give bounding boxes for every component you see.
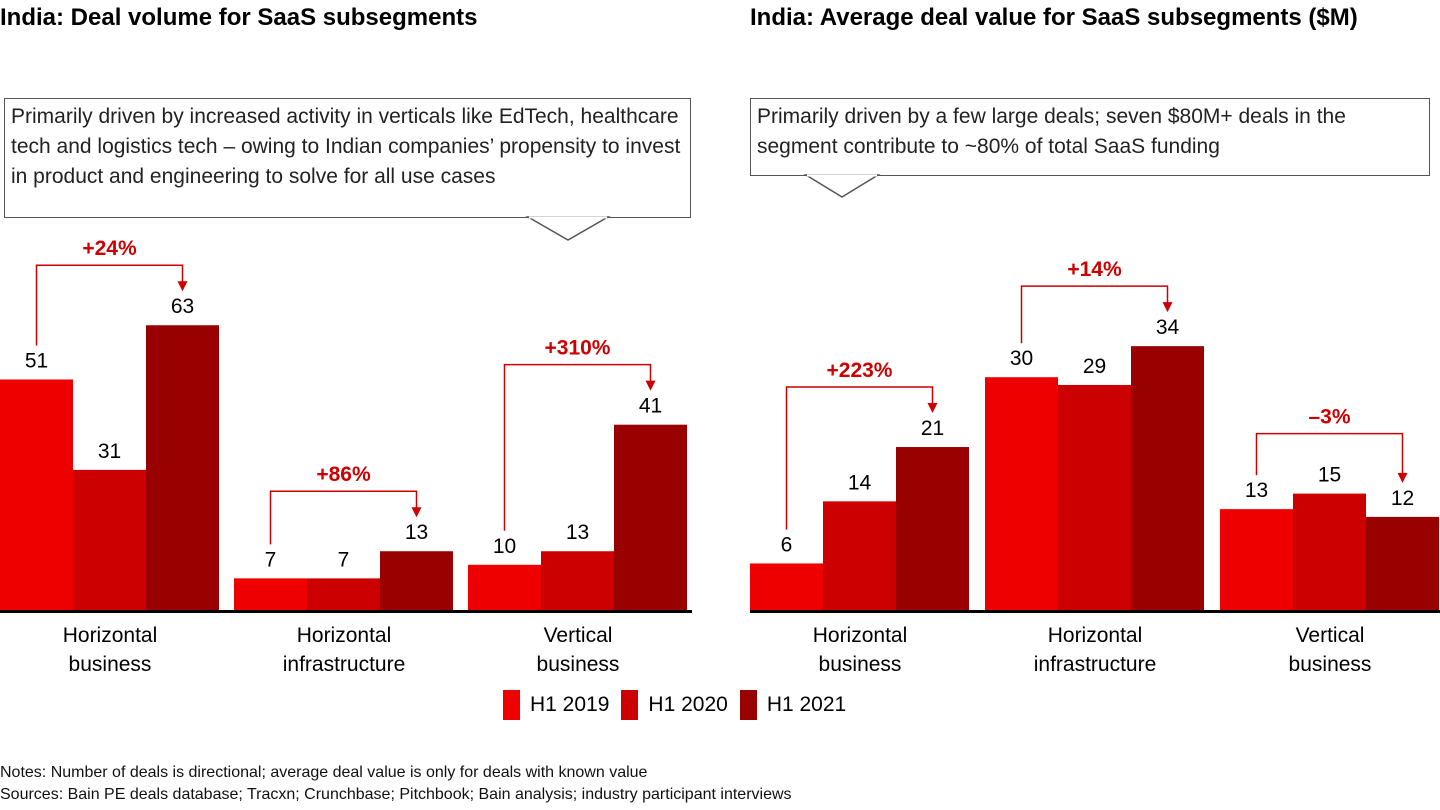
legend-label: H1 2021 <box>766 693 847 716</box>
bar-h1-2021 <box>896 447 969 610</box>
category-label-line: business <box>68 653 152 676</box>
left-callout-pointer <box>525 216 611 241</box>
bar-value-label: 21 <box>921 417 944 440</box>
category-label-line: infrastructure <box>1033 653 1157 676</box>
legend-item: H1 2021 <box>739 690 847 720</box>
arrow-head-icon <box>411 507 422 518</box>
left-callout-box: Primarily driven by increased activity i… <box>4 98 691 218</box>
growth-annotation: +24% <box>82 237 137 260</box>
category-label-line: infrastructure <box>282 653 406 676</box>
left-bar-chart: 51 31 63 +24% 7 7 13 +86% 10 13 41 +310% <box>0 237 692 613</box>
bar-value-label: 51 <box>25 349 48 372</box>
category-label: Vertical business <box>1220 621 1440 679</box>
arrow-head-icon <box>1162 302 1173 313</box>
growth-bracket <box>35 264 184 346</box>
bar-value-label: 13 <box>1245 479 1268 502</box>
category-label-line: business <box>536 653 620 676</box>
bar-value-label: 29 <box>1083 355 1106 378</box>
growth-annotation: +86% <box>316 463 371 486</box>
bar-value-label: 41 <box>639 395 662 418</box>
growth-bracket <box>269 490 418 545</box>
legend-item: H1 2020 <box>621 690 728 720</box>
legend-label: H1 2019 <box>530 693 610 716</box>
bar-h1-2021 <box>380 551 453 610</box>
growth-annotation: –3% <box>1308 406 1350 429</box>
bar-h1-2020 <box>541 551 614 610</box>
bar-value-label: 31 <box>98 440 121 463</box>
category-label: Horizontal business <box>750 621 970 679</box>
bar-value-label: 13 <box>566 521 589 544</box>
right-callout-pointer <box>803 174 881 198</box>
legend-item: H1 2019 <box>503 690 609 720</box>
growth-annotation: +223% <box>827 359 893 382</box>
bar-h1-2020 <box>73 469 146 610</box>
category-label-line: Horizontal <box>62 624 158 647</box>
growth-bracket <box>1020 285 1169 344</box>
growth-bracket <box>1255 432 1404 476</box>
bar-h1-2021 <box>146 325 219 610</box>
bar-h1-2020 <box>307 578 380 610</box>
category-label-line: Vertical <box>1295 624 1365 647</box>
bar-value-label: 7 <box>265 548 277 571</box>
arrow-head-icon <box>1397 472 1408 483</box>
bar-h1-2020 <box>823 501 896 610</box>
bar-h1-2019 <box>0 379 73 610</box>
bar-h1-2021 <box>1366 516 1439 610</box>
growth-annotation: +310% <box>545 337 611 360</box>
bar-h1-2020 <box>1293 493 1366 610</box>
right-chart-title: India: Average deal value for SaaS subse… <box>750 4 1358 31</box>
growth-bracket <box>503 363 652 531</box>
bar-h1-2019 <box>985 377 1058 610</box>
right-callout-box: Primarily driven by a few large deals; s… <box>750 98 1430 176</box>
category-label-line: business <box>818 653 902 676</box>
legend-swatch-h1-2020 <box>621 690 639 720</box>
category-label-line: Horizontal <box>296 624 392 647</box>
arrow-head-icon <box>927 403 938 414</box>
arrow-head-icon <box>177 281 188 292</box>
category-label: Vertical business <box>468 621 688 679</box>
notes-text: Notes: Number of deals is directional; a… <box>0 764 648 781</box>
sources-text: Sources: Bain PE deals database; Tracxn;… <box>0 786 792 803</box>
bar-value-label: 63 <box>171 295 194 318</box>
arrow-head-icon <box>645 380 656 391</box>
bar-value-label: 30 <box>1010 347 1033 370</box>
bar-value-label: 34 <box>1156 316 1180 339</box>
category-label: Horizontal infrastructure <box>234 621 454 679</box>
category-label-line: Horizontal <box>1047 624 1143 647</box>
left-chart-title: India: Deal volume for SaaS subsegments <box>0 4 478 31</box>
bar-h1-2019 <box>234 578 307 610</box>
bar-h1-2021 <box>1131 346 1204 610</box>
growth-bracket <box>785 386 934 530</box>
bar-h1-2019 <box>750 563 823 610</box>
category-label-line: Horizontal <box>812 624 908 647</box>
category-label: Horizontal infrastructure <box>985 621 1205 679</box>
category-label-line: Vertical <box>543 624 613 647</box>
bar-value-label: 14 <box>848 471 872 494</box>
legend-swatch-h1-2019 <box>503 690 520 720</box>
bar-value-label: 12 <box>1391 487 1414 510</box>
category-label: Horizontal business <box>0 621 220 679</box>
legend-swatch-h1-2021 <box>739 690 757 720</box>
bar-value-label: 7 <box>338 548 350 571</box>
bar-value-label: 10 <box>493 535 516 558</box>
right-bar-chart: 6 14 21 +223% 30 29 34 +14% 13 15 12 –3% <box>750 258 1440 613</box>
legend: H1 2019 H1 2020 H1 2021 <box>503 690 858 720</box>
bar-value-label: 13 <box>405 521 428 544</box>
bar-value-label: 6 <box>781 533 793 556</box>
bar-h1-2021 <box>614 424 687 610</box>
bar-h1-2019 <box>468 564 541 610</box>
bar-value-label: 15 <box>1318 464 1341 487</box>
growth-annotation: +14% <box>1067 258 1122 281</box>
category-label-line: business <box>1288 653 1372 676</box>
bar-h1-2020 <box>1058 384 1131 610</box>
legend-label: H1 2020 <box>648 693 728 716</box>
bar-h1-2019 <box>1220 509 1293 610</box>
